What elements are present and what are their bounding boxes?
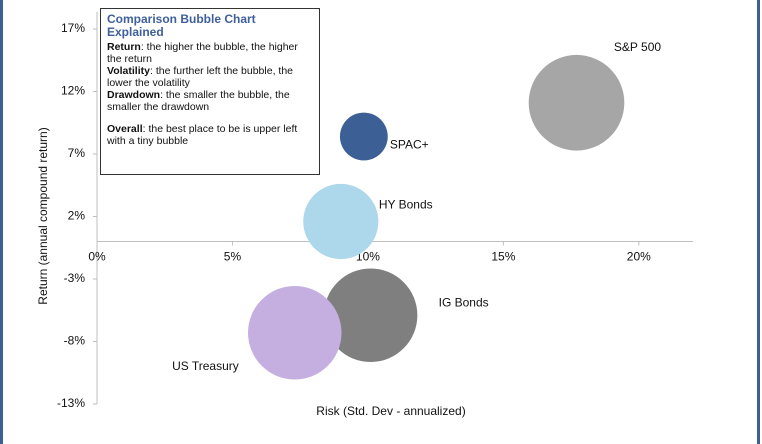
x-tick-label: 0% xyxy=(88,250,106,264)
x-tick-label: 20% xyxy=(627,250,651,264)
y-tick-label: -13% xyxy=(57,396,85,410)
term: Return xyxy=(107,41,141,53)
y-tick-label: -3% xyxy=(64,271,86,285)
frame xyxy=(757,0,760,444)
x-tick-label: 5% xyxy=(224,250,242,264)
y-tick-label: 7% xyxy=(68,146,86,160)
y-axis-label: Return (annual compound return) xyxy=(36,127,50,304)
explainer-item: Return: the higher the bubble, the highe… xyxy=(107,41,313,65)
frame xyxy=(0,0,3,444)
desc: : the best place to be is upper left wit… xyxy=(107,123,298,147)
desc: : the further left the bubble, the lower… xyxy=(107,65,293,89)
explainer-items: Return: the higher the bubble, the highe… xyxy=(107,41,313,113)
y-tick-label: 17% xyxy=(61,21,85,35)
bubble xyxy=(303,183,379,260)
y-tick-label: 12% xyxy=(61,84,85,98)
x-axis-label: Risk (Std. Dev - annualized) xyxy=(316,404,465,418)
bubble xyxy=(528,54,625,151)
bubble xyxy=(248,286,342,380)
y-tick-label: 2% xyxy=(68,209,86,223)
bubble-label: S&P 500 xyxy=(614,40,661,54)
explainer-overall: Overall: the best place to be is upper l… xyxy=(107,123,313,147)
desc: : the smaller the bubble, the smaller th… xyxy=(107,89,290,113)
explainer-box: Comparison Bubble Chart Explained Return… xyxy=(100,8,320,175)
term: Drawdown xyxy=(107,89,161,101)
term: Volatility xyxy=(107,65,150,77)
bubble-label: IG Bonds xyxy=(439,295,489,309)
x-tick-label: 15% xyxy=(491,250,515,264)
bubble xyxy=(323,268,418,362)
explainer-title: Comparison Bubble Chart Explained xyxy=(107,12,256,39)
desc: : the higher the bubble, the higher the … xyxy=(107,41,298,65)
bubble-label: SPAC+ xyxy=(390,138,429,152)
x-tick-label: 10% xyxy=(356,250,380,264)
explainer-item: Drawdown: the smaller the bubble, the sm… xyxy=(107,89,313,113)
explainer-item: Volatility: the further left the bubble,… xyxy=(107,65,313,89)
bubble-label: HY Bonds xyxy=(379,198,433,212)
bubble xyxy=(339,112,388,161)
y-tick-label: -8% xyxy=(64,334,86,348)
term: Overall xyxy=(107,123,143,135)
bubble-label: US Treasury xyxy=(172,359,239,373)
